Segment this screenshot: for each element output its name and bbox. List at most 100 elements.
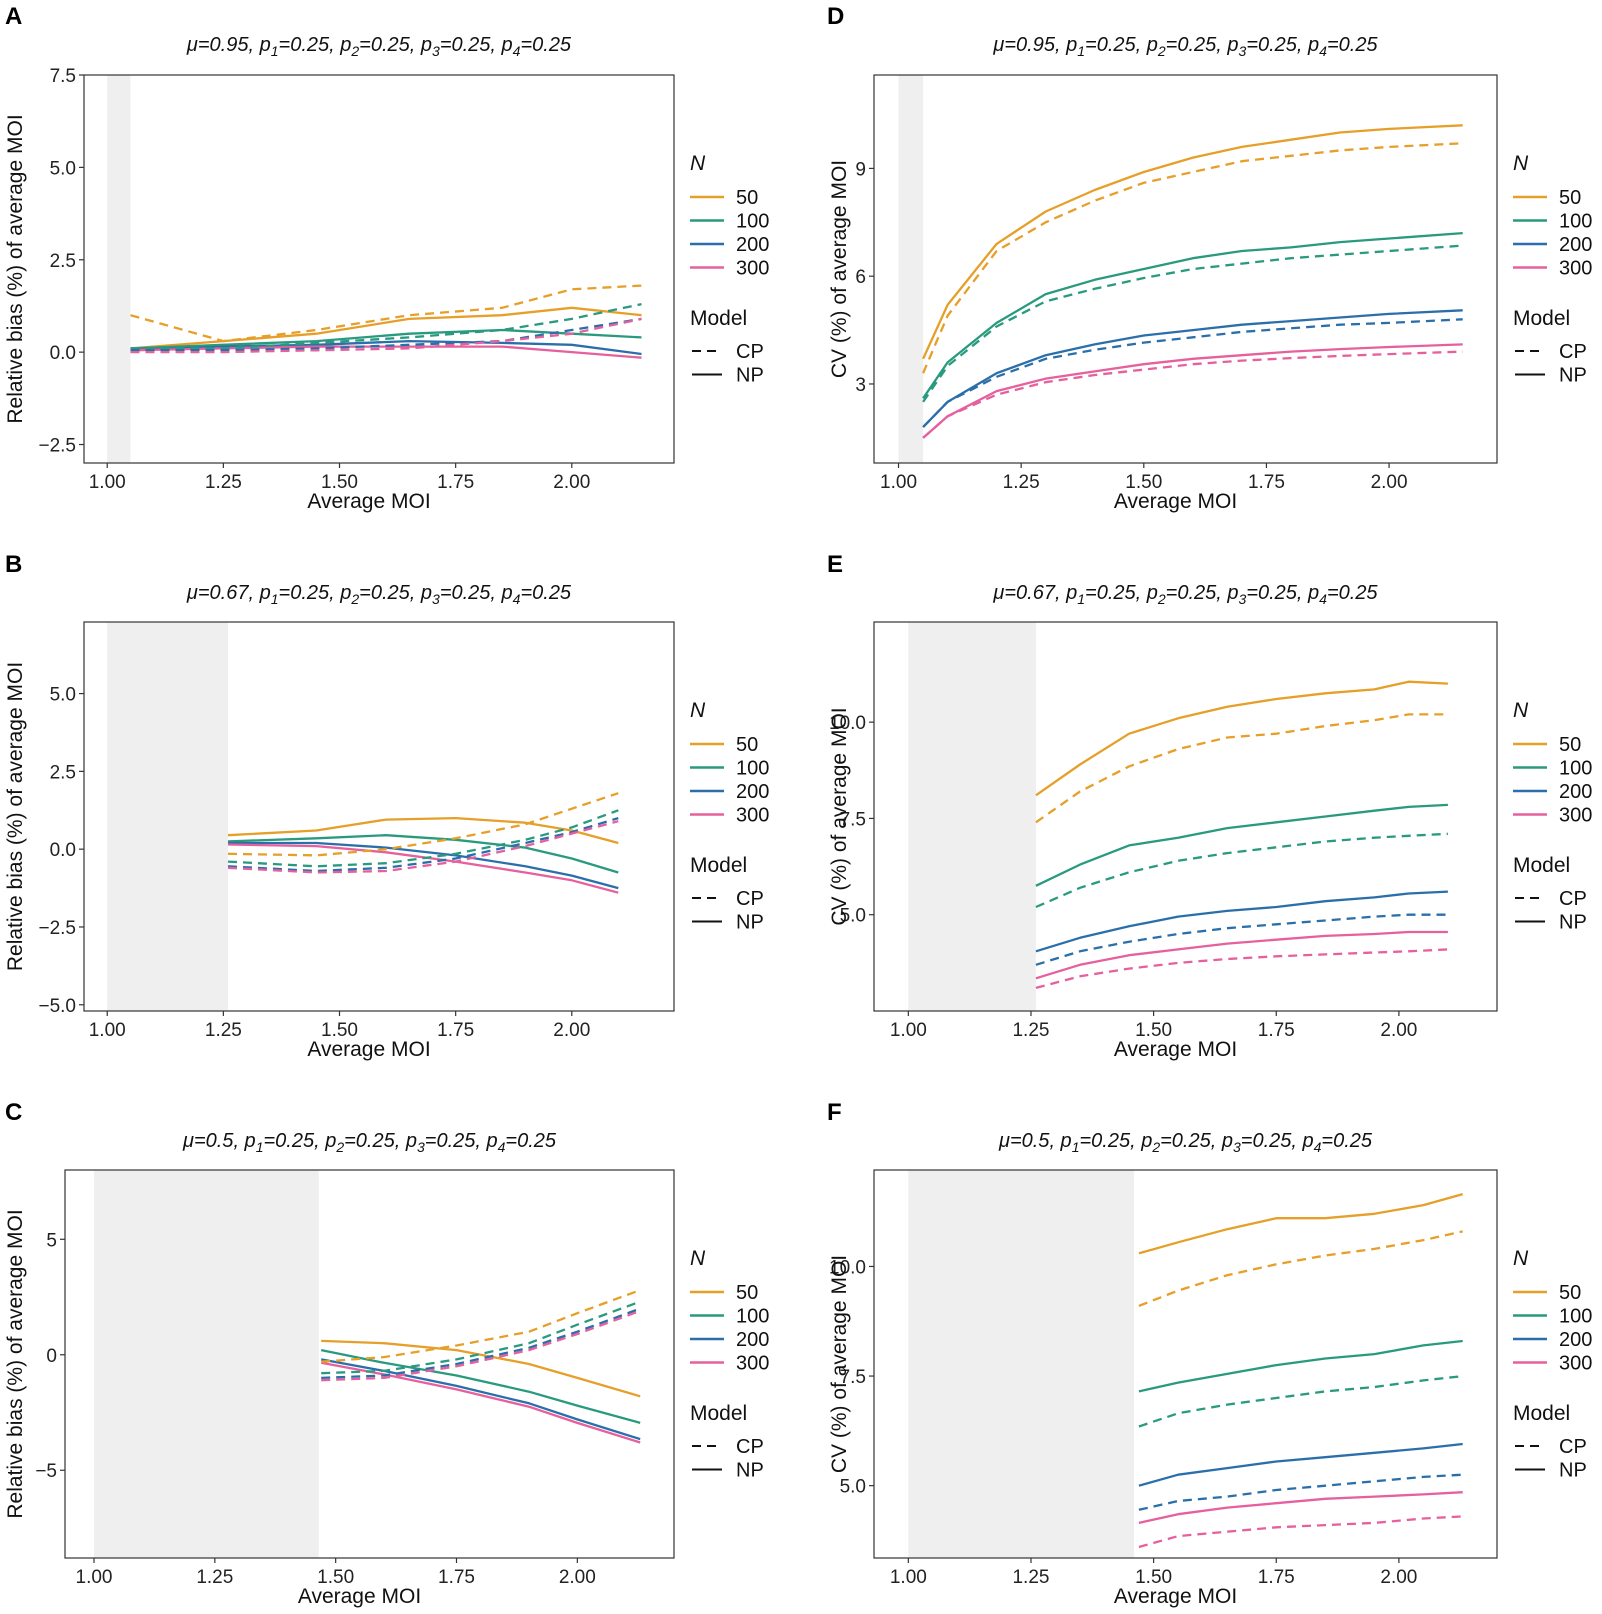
plot-frame [873,621,1498,1012]
x-tick-label: 2.00 [559,1567,596,1588]
series-line-50-cp [1138,1230,1463,1307]
legend-label-np: NP [1559,365,1587,387]
x-tick-label: 1.25 [205,1020,242,1041]
panel-d: Dμ=0.95, p1=0.25, p2=0.25, p3=0.25, p4=0… [827,3,1592,513]
legend-label-50: 50 [736,1282,758,1304]
legend-label-300: 300 [736,258,769,280]
panel-f: Fμ=0.5, p1=0.25, p2=0.25, p3=0.25, p4=0.… [827,1099,1592,1608]
x-axis-label: Average MOI [1114,1038,1237,1061]
shaded-region [94,1170,319,1558]
series-line-50-np [1035,680,1448,797]
panel-letter: D [827,3,844,30]
y-tick-label: 2.5 [50,251,76,272]
legend-model-title: Model [690,854,747,877]
series-line-200-cp [1035,913,1448,966]
legend-label-50: 50 [736,187,758,209]
y-tick-label: 5.0 [50,158,76,179]
legend-label-cp: CP [1559,341,1587,363]
y-tick-label: 5 [46,1230,57,1251]
series-line-100-cp [227,809,619,868]
panel-letter: E [827,551,843,578]
x-tick-label: 1.00 [89,472,126,493]
panel-letter: C [5,1099,22,1126]
x-axis-label: Average MOI [1114,490,1237,513]
x-tick-label: 1.75 [1248,472,1285,493]
series-line-300-np [1138,1491,1463,1525]
series-line-200-np [228,841,619,890]
y-axis-label: Relative bias (%) of average MOI [4,1209,27,1518]
legend-label-np: NP [736,912,764,934]
legend-label-100: 100 [736,758,769,780]
y-tick-label: 2.5 [50,762,76,783]
legend-label-np: NP [736,1460,764,1482]
y-tick-label: 7.5 [840,809,866,830]
x-tick-label: 1.50 [1125,472,1162,493]
series-line-50-cp [1035,713,1448,824]
y-tick-label: 5.0 [840,906,866,927]
legend-label-50: 50 [1559,1282,1581,1304]
y-tick-label: 7.5 [50,66,76,87]
x-tick-label: 1.75 [438,1567,475,1588]
x-axis-label: Average MOI [1114,1585,1237,1608]
x-tick-label: 1.75 [437,1020,474,1041]
legend-label-300: 300 [1559,1353,1592,1375]
series-line-50-cp [227,792,619,857]
panel-letter: F [827,1099,842,1126]
series-line-200-cp [1138,1473,1463,1511]
y-tick-label: 0.0 [50,840,76,861]
x-tick-label: 1.00 [76,1567,113,1588]
legend-label-np: NP [736,365,764,387]
y-tick-label: −5.0 [38,996,76,1017]
y-tick-label: 10.0 [829,713,866,734]
series-line-100-np [227,834,619,874]
x-tick-label: 1.25 [1012,1020,1049,1041]
x-tick-label: 1.25 [1003,472,1040,493]
series-line-300-np [1035,930,1448,980]
x-tick-label: 1.25 [205,472,242,493]
legend-label-200: 200 [736,234,769,256]
legend-label-cp: CP [1559,888,1587,910]
x-tick-label: 1.25 [1012,1567,1049,1588]
panel-title: μ=0.95, p1=0.25, p2=0.25, p3=0.25, p4=0.… [992,34,1378,59]
x-tick-label: 2.00 [1371,472,1408,493]
series-line-200-np [320,1358,641,1441]
y-axis-label: CV (%) of average MOI [828,160,851,378]
y-tick-label: 5.0 [50,685,76,706]
series-line-100-np [1138,1339,1463,1393]
x-tick-label: 1.50 [321,1020,358,1041]
plot-frame [64,1169,675,1559]
legend-label-np: NP [1559,912,1587,934]
y-axis-label: CV (%) of average MOI [828,1255,851,1473]
x-tick-label: 1.50 [1135,1020,1172,1041]
legend-label-cp: CP [736,341,764,363]
x-tick-label: 1.00 [890,1020,927,1041]
x-tick-label: 2.00 [1380,1567,1417,1588]
y-tick-label: 9 [855,159,866,180]
legend-n-title: N [1513,152,1529,175]
panel-title: μ=0.5, p1=0.25, p2=0.25, p3=0.25, p4=0.2… [182,1130,557,1155]
x-tick-label: 1.00 [880,472,917,493]
series-line-300-cp [922,350,1463,439]
legend-model-title: Model [1513,307,1570,330]
series-line-200-np [1035,890,1448,953]
y-tick-label: −5 [35,1461,57,1482]
legend-label-200: 200 [736,781,769,803]
y-tick-label: 5.0 [840,1477,866,1498]
legend-n-title: N [1513,699,1529,722]
shaded-region [107,622,229,1011]
x-tick-label: 1.50 [321,472,358,493]
x-tick-label: 1.00 [89,1020,126,1041]
plot-frame [83,621,675,1012]
series-line-50-np [1138,1192,1464,1255]
x-tick-label: 1.75 [437,472,474,493]
x-tick-label: 1.75 [1258,1567,1295,1588]
series-line-100-cp [922,244,1463,403]
y-tick-label: 6 [855,267,866,288]
panel-a: Aμ=0.95, p1=0.25, p2=0.25, p3=0.25, p4=0… [4,3,769,513]
plot-frame [83,74,675,464]
series-line-50-np [227,816,619,845]
